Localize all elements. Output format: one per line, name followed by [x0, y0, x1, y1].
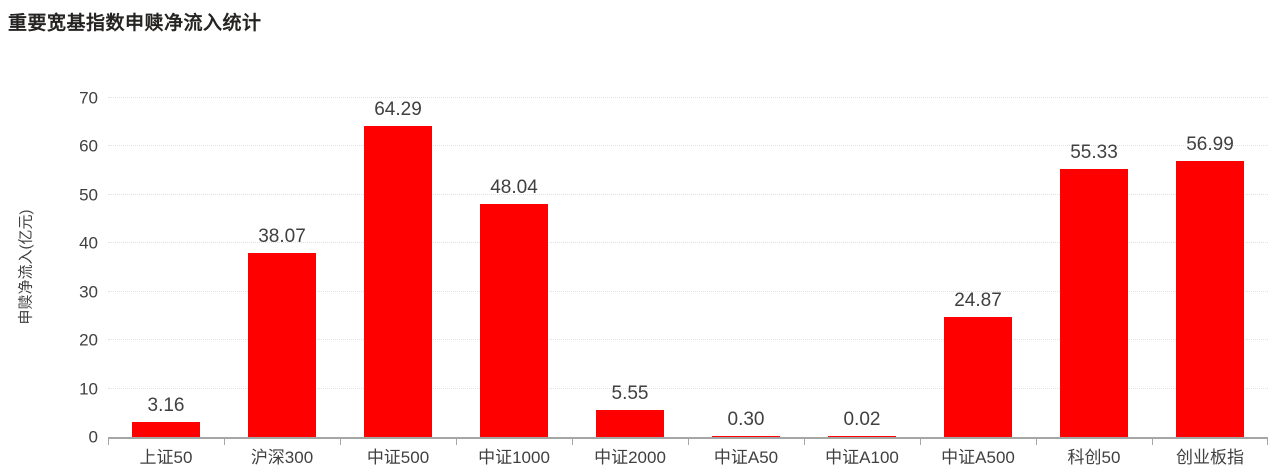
gridline-y-50: [108, 193, 1268, 195]
x-axis-tick: [224, 439, 225, 445]
y-tick-label-10: 10: [79, 379, 98, 399]
x-axis-tick: [688, 439, 689, 445]
y-tick-label-20: 20: [79, 330, 98, 350]
x-axis-tick: [108, 439, 109, 445]
value-label-沪深300: 38.07: [258, 225, 306, 247]
y-tick-label-60: 60: [79, 136, 98, 156]
value-label-科创50: 55.33: [1070, 142, 1118, 164]
y-axis-title: 申赎净流入(亿元): [17, 209, 35, 325]
value-label-上证50: 3.16: [147, 394, 185, 416]
x-axis-tick: [572, 439, 573, 445]
category-label-上证50: 上证50: [139, 448, 193, 467]
category-label-中证A50: 中证A50: [713, 448, 779, 467]
category-label-中证A500: 中证A500: [941, 448, 1015, 467]
y-tick-label-0: 0: [88, 427, 98, 447]
x-axis-tick: [1036, 439, 1037, 445]
x-axis-tick: [1267, 439, 1268, 445]
x-axis-tick: [456, 439, 457, 445]
gridline-y-10: [108, 387, 1268, 389]
category-label-中证500: 中证500: [366, 448, 430, 467]
category-label-中证1000: 中证1000: [478, 448, 550, 467]
bar-科创50[interactable]: [1060, 169, 1128, 437]
gridline-y-20: [108, 339, 1268, 341]
y-tick-label-50: 50: [79, 185, 98, 205]
bar-上证50[interactable]: [132, 421, 200, 437]
category-label-科创50: 科创50: [1067, 448, 1121, 467]
value-label-中证500: 64.29: [374, 98, 422, 120]
value-label-创业板指: 56.99: [1186, 134, 1234, 156]
x-axis-line: [108, 437, 1268, 439]
y-tick-label-70: 70: [79, 88, 98, 108]
value-label-中证A500: 24.87: [954, 289, 1002, 311]
x-axis-tick: [804, 439, 805, 445]
gridline-y-60: [108, 145, 1268, 147]
gridline-y-40: [108, 242, 1268, 244]
x-axis-tick: [340, 439, 341, 445]
category-label-沪深300: 沪深300: [250, 448, 314, 467]
x-axis-tick: [920, 439, 921, 445]
bar-中证A100[interactable]: [828, 436, 896, 437]
plot-area: 0 10 20 30 40 50 60 70 3.16 上证50 38.07 沪深300 64.29 中证…: [79, 90, 1268, 466]
category-label-中证A100: 中证A100: [825, 448, 899, 467]
value-label-中证A50: 0.30: [727, 408, 765, 430]
bar-中证A500[interactable]: [944, 316, 1012, 437]
value-label-中证A100: 0.02: [843, 409, 881, 430]
bar-中证2000[interactable]: [596, 410, 664, 437]
bar-中证500[interactable]: [364, 125, 432, 437]
bar-中证1000[interactable]: [480, 204, 548, 437]
y-tick-label-40: 40: [79, 233, 98, 253]
gridline-y-70: [108, 97, 1268, 98]
bar-创业板指[interactable]: [1176, 161, 1244, 437]
value-label-中证1000: 48.04: [490, 177, 538, 199]
bar-中证A50[interactable]: [712, 435, 780, 437]
category-label-创业板指: 创业板指: [1176, 448, 1244, 467]
chart-title: 重要宽基指数申赎净流入统计: [8, 13, 262, 34]
category-label-中证2000: 中证2000: [594, 448, 666, 467]
y-tick-label-30: 30: [79, 282, 98, 302]
value-label-中证2000: 5.55: [611, 383, 649, 405]
gridline-y-30: [108, 290, 1268, 292]
bar-沪深300[interactable]: [248, 252, 316, 437]
x-axis-tick: [1152, 439, 1153, 445]
